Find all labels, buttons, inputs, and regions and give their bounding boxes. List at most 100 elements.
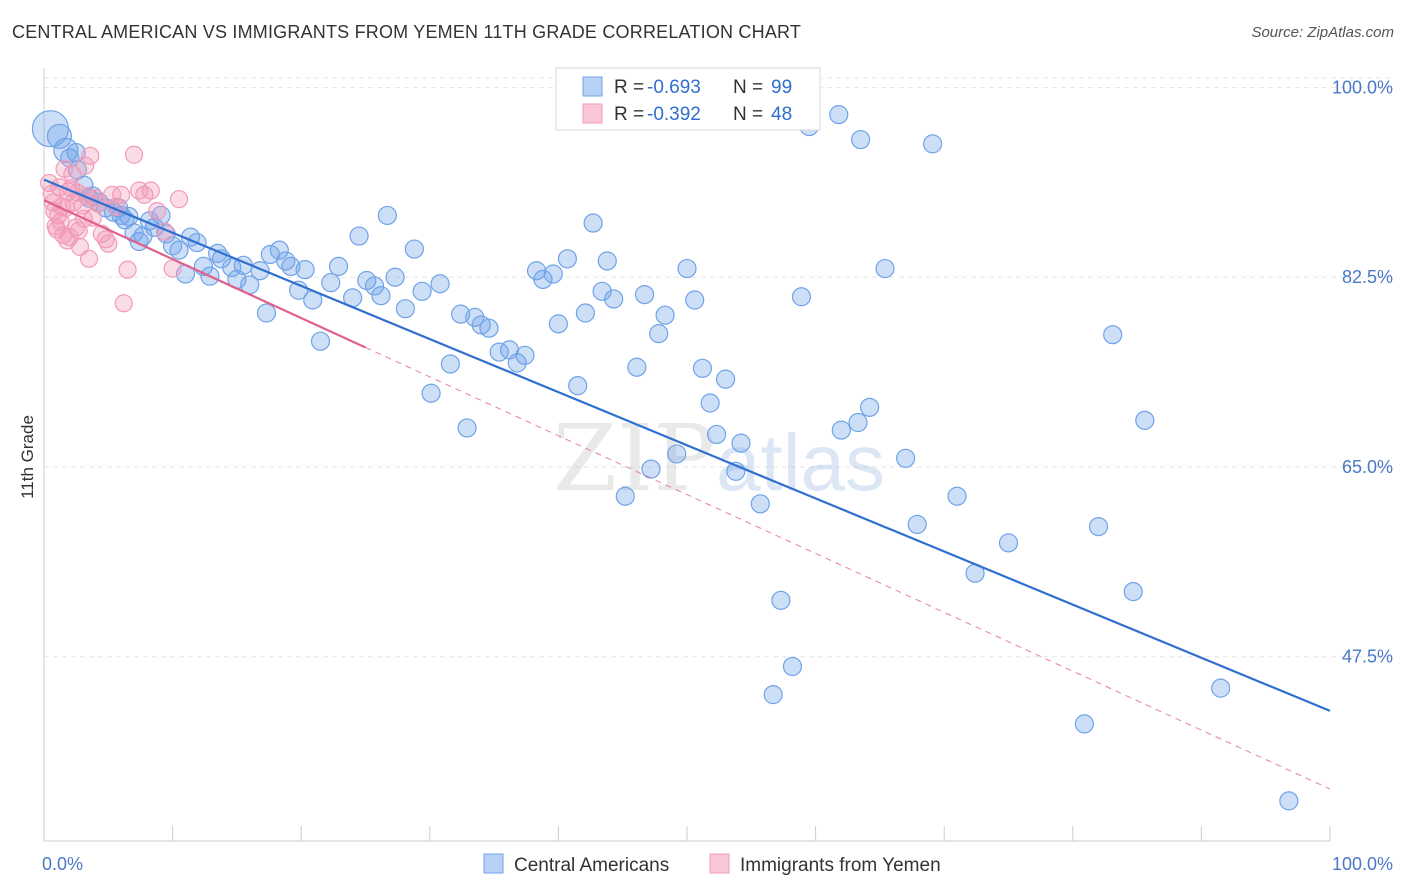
- stats-swatch-immigrants-from-yemen: [582, 103, 603, 124]
- point-central-americans: [860, 397, 880, 417]
- point-central-americans: [829, 105, 849, 125]
- point-central-americans: [515, 345, 535, 365]
- point-central-americans: [328, 256, 349, 276]
- point-central-americans: [649, 324, 669, 344]
- point-immigrants-from-yemen: [81, 146, 100, 165]
- trend-line-central-americans: [43, 178, 1331, 712]
- point-central-americans: [364, 276, 385, 296]
- point-central-americans: [831, 420, 851, 440]
- stats-n-value-2: 48: [771, 104, 792, 125]
- point-central-americans: [627, 357, 647, 377]
- point-central-americans: [395, 299, 415, 319]
- point-central-americans: [543, 264, 563, 284]
- point-immigrants-from-yemen: [112, 185, 131, 204]
- point-central-americans: [1279, 791, 1299, 811]
- point-central-americans: [875, 258, 895, 279]
- point-immigrants-from-yemen: [76, 156, 95, 175]
- point-central-americans: [791, 287, 812, 307]
- point-central-americans: [412, 281, 432, 301]
- point-central-americans: [1211, 678, 1231, 698]
- point-immigrants-from-yemen: [124, 145, 144, 164]
- series-central-americans-points: [31, 72, 1299, 811]
- point-central-americans: [692, 358, 713, 378]
- trend-line-immigrants-from-yemen: [43, 199, 366, 349]
- point-immigrants-from-yemen: [169, 190, 189, 209]
- point-central-americans: [471, 315, 491, 335]
- point-central-americans: [457, 418, 477, 438]
- point-central-americans: [310, 331, 331, 351]
- point-central-americans: [421, 383, 441, 403]
- point-central-americans: [169, 240, 189, 260]
- point-central-americans: [896, 448, 916, 468]
- point-central-americans: [782, 656, 803, 677]
- trend-line-immigrants-from-yemen-extension: [365, 346, 1331, 790]
- point-central-americans: [715, 369, 736, 389]
- point-central-americans: [479, 318, 499, 338]
- stats-r-value-2: -0.392: [647, 104, 701, 125]
- point-central-americans: [404, 239, 424, 259]
- point-central-americans: [947, 486, 967, 506]
- y-axis-title: 11th Grade: [18, 415, 37, 499]
- point-central-americans: [667, 444, 687, 464]
- point-central-americans: [276, 251, 296, 271]
- point-central-americans: [604, 289, 624, 309]
- point-central-americans: [851, 129, 871, 150]
- point-central-americans: [295, 260, 315, 280]
- point-immigrants-from-yemen: [114, 294, 133, 313]
- point-central-americans: [222, 257, 242, 278]
- point-central-americans: [281, 256, 301, 276]
- point-central-americans: [269, 240, 289, 260]
- y-tick-label-2: 65.0%: [1342, 457, 1393, 477]
- point-central-americans: [321, 273, 341, 293]
- legend-swatch-central-americans: [483, 853, 504, 874]
- point-central-americans: [533, 269, 553, 290]
- point-central-americans: [848, 412, 868, 433]
- point-central-americans: [592, 281, 612, 301]
- point-central-americans: [430, 274, 450, 294]
- point-immigrants-from-yemen: [63, 165, 82, 184]
- point-central-americans: [575, 303, 596, 323]
- point-immigrants-from-yemen: [99, 234, 118, 253]
- point-central-americans: [923, 134, 943, 154]
- point-central-americans: [568, 376, 588, 396]
- point-central-americans: [685, 290, 705, 310]
- y-tick-label-1: 82.5%: [1342, 267, 1393, 287]
- point-central-americans: [371, 286, 391, 306]
- point-central-americans: [907, 514, 927, 535]
- point-immigrants-from-yemen: [69, 221, 88, 240]
- point-central-americans: [597, 251, 617, 271]
- point-central-americans: [677, 258, 697, 279]
- point-central-americans: [1123, 582, 1143, 602]
- x-axis-ticks: [43, 826, 1331, 841]
- point-central-americans: [634, 284, 655, 305]
- point-immigrants-from-yemen: [79, 249, 99, 268]
- source-credit: Source: ZipAtlas.com: [1251, 24, 1394, 41]
- trend-lines: [43, 178, 1331, 790]
- point-central-americans: [1088, 516, 1109, 537]
- stats-r-value-1: -0.693: [647, 77, 701, 98]
- point-central-americans: [557, 249, 578, 269]
- point-central-americans: [349, 226, 369, 246]
- point-central-americans: [763, 685, 783, 705]
- point-central-americans: [771, 590, 791, 610]
- point-central-americans: [66, 142, 86, 163]
- stats-r-label-1: R =: [614, 77, 649, 98]
- point-central-americans: [655, 305, 675, 325]
- chart-title: CENTRAL AMERICAN VS IMMIGRANTS FROM YEME…: [12, 22, 802, 42]
- y-tick-label-0: 100.0%: [1332, 78, 1393, 98]
- point-central-americans: [706, 424, 727, 445]
- stats-legend: R = -0.693 N = 99 R = -0.392 N = 48: [555, 67, 821, 131]
- point-central-americans: [641, 459, 661, 479]
- grid-lines: [44, 77, 1392, 658]
- stats-n-label-2: N =: [733, 104, 768, 125]
- point-central-americans: [998, 533, 1019, 553]
- point-immigrants-from-yemen: [141, 181, 160, 200]
- point-immigrants-from-yemen: [148, 202, 167, 221]
- point-central-americans: [451, 304, 471, 324]
- legend-label-immigrants-from-yemen: Immigrants from Yemen: [740, 855, 941, 876]
- point-central-americans: [1103, 325, 1123, 345]
- point-central-americans: [548, 314, 569, 334]
- point-central-americans: [440, 354, 460, 374]
- point-central-americans: [731, 433, 751, 453]
